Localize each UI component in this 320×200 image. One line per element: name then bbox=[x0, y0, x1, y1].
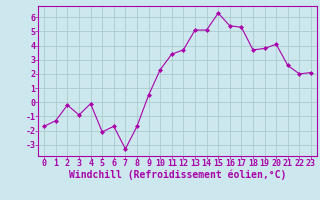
X-axis label: Windchill (Refroidissement éolien,°C): Windchill (Refroidissement éolien,°C) bbox=[69, 169, 286, 180]
